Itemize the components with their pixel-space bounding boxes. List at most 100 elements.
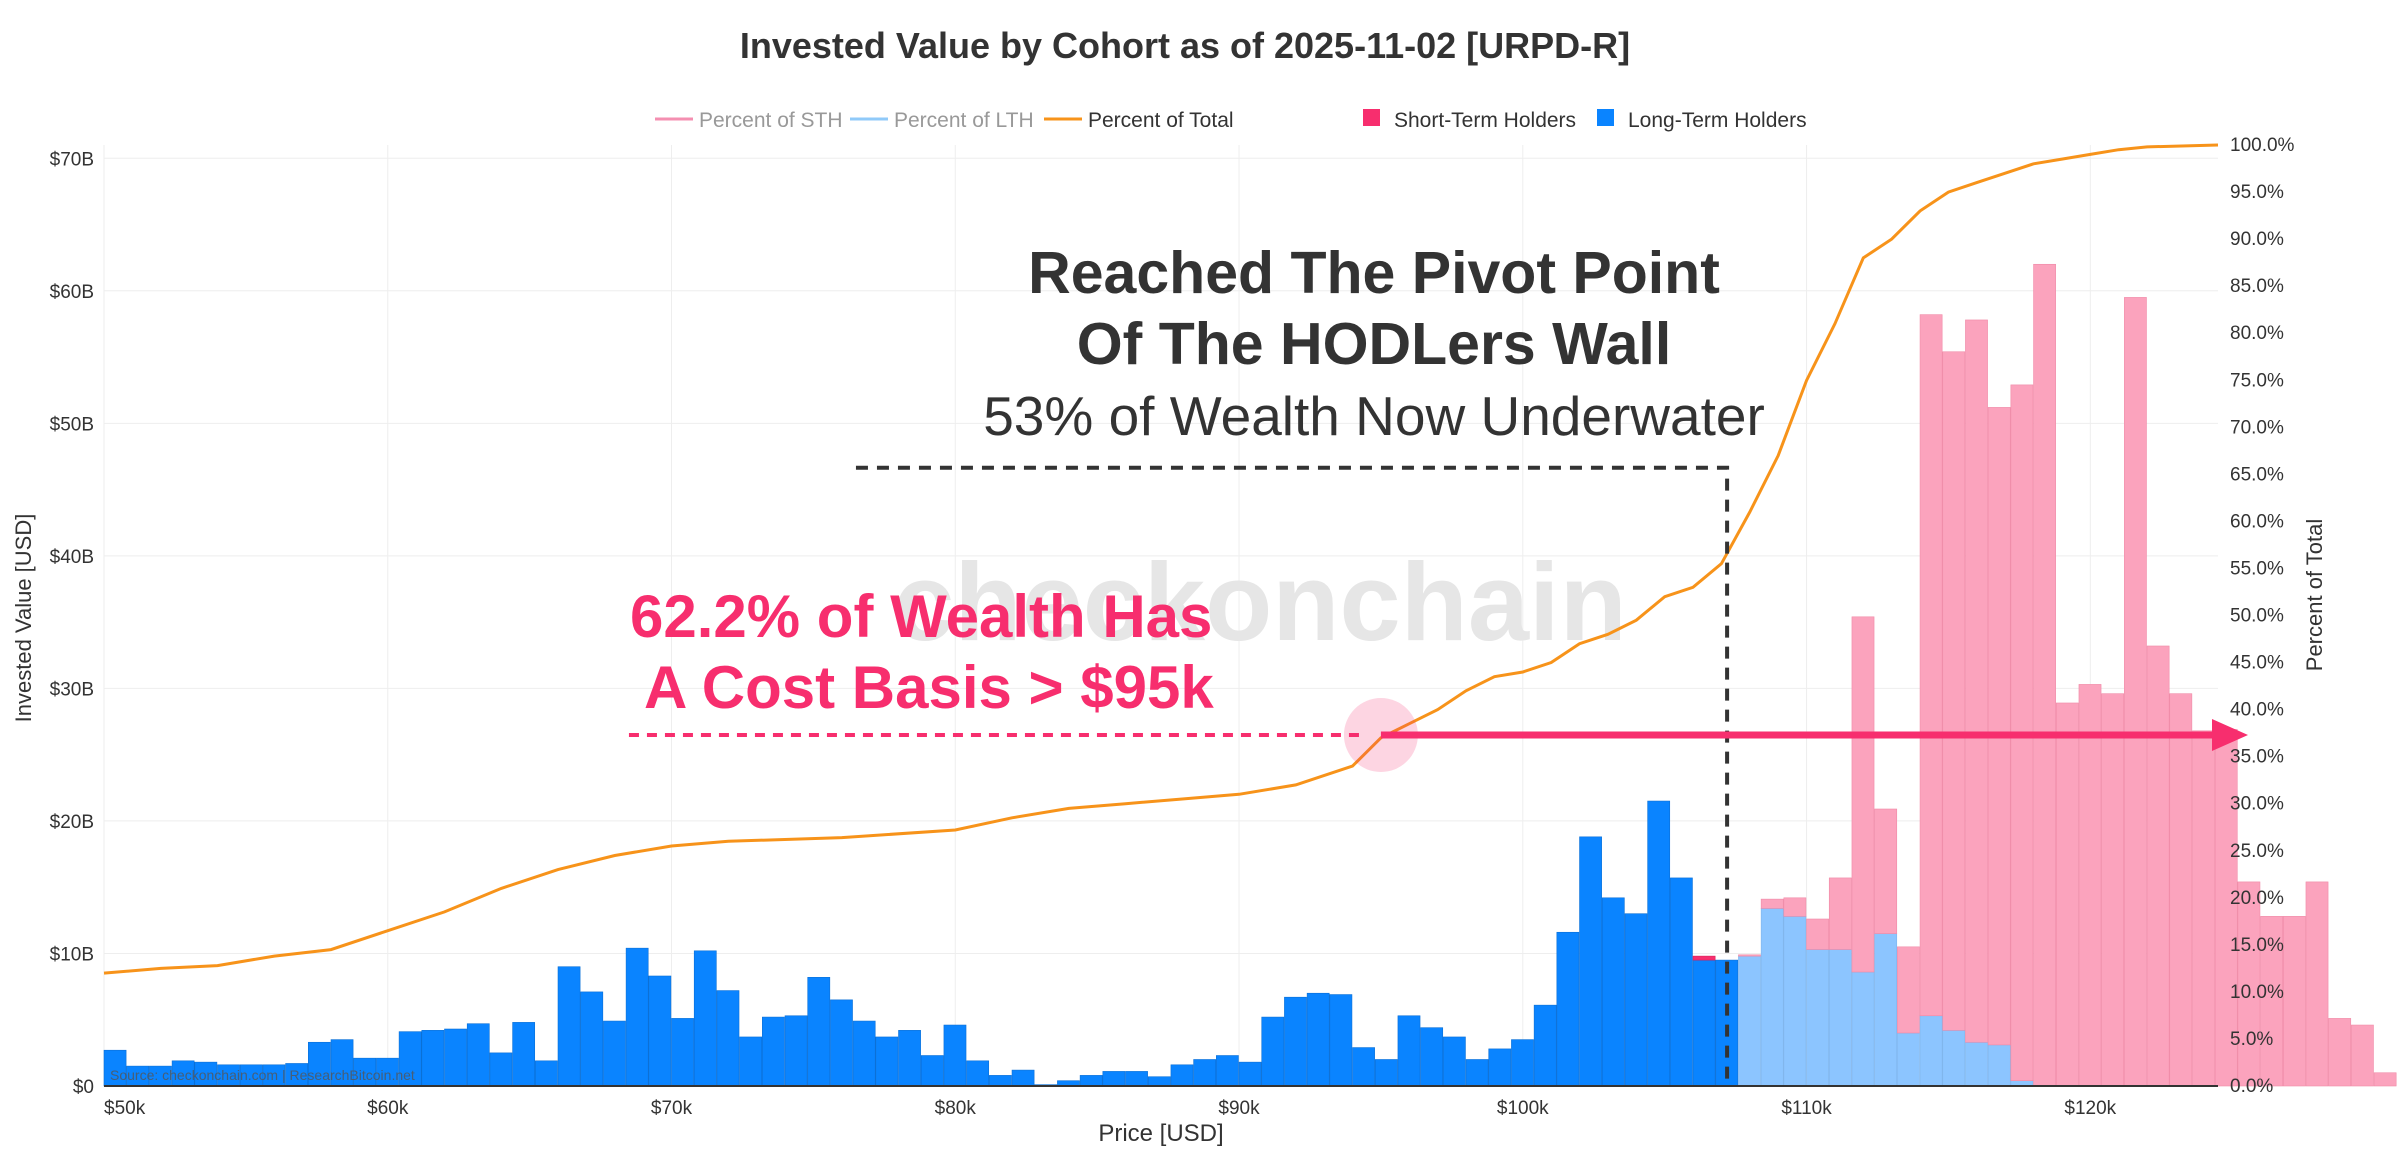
bar-sth[interactable] bbox=[1987, 407, 2011, 1046]
bar-lth[interactable] bbox=[784, 1015, 808, 1087]
bar-lth[interactable] bbox=[1193, 1059, 1217, 1087]
bar-sth[interactable] bbox=[2260, 916, 2283, 1087]
bar-lth[interactable] bbox=[1011, 1069, 1035, 1087]
bar-sth[interactable] bbox=[1738, 954, 1761, 957]
bar-lth[interactable] bbox=[943, 1024, 967, 1087]
bar-lth[interactable] bbox=[1670, 877, 1693, 1087]
bar-sth[interactable] bbox=[2282, 916, 2306, 1087]
bar-lth[interactable] bbox=[625, 947, 649, 1087]
bar-lth[interactable] bbox=[1374, 1059, 1398, 1087]
bar-sth[interactable] bbox=[1783, 897, 1807, 917]
bar-sth[interactable] bbox=[2237, 881, 2261, 1087]
bar-lth[interactable] bbox=[671, 1018, 694, 1087]
bar-sth[interactable] bbox=[2351, 1024, 2374, 1087]
bar-sth[interactable] bbox=[2305, 881, 2329, 1087]
bar-lth[interactable] bbox=[1443, 1036, 1466, 1087]
bar-lth[interactable] bbox=[535, 1060, 558, 1087]
bar-lth[interactable] bbox=[1692, 959, 1716, 1087]
bar-lth[interactable] bbox=[762, 1016, 785, 1087]
bar-sth[interactable] bbox=[2055, 702, 2079, 1087]
bar-sth[interactable] bbox=[2101, 693, 2125, 1087]
bar-sth[interactable] bbox=[2192, 730, 2215, 1087]
bar-lth[interactable] bbox=[648, 975, 672, 1087]
bar-sth[interactable] bbox=[1942, 351, 1966, 1031]
bar-lth[interactable] bbox=[1079, 1075, 1103, 1087]
bar-sth[interactable] bbox=[1806, 918, 1829, 950]
bar-lth[interactable] bbox=[1783, 916, 1807, 1087]
bar-sth[interactable] bbox=[1874, 808, 1898, 934]
bar-lth[interactable] bbox=[1147, 1076, 1171, 1087]
bar-lth[interactable] bbox=[852, 1020, 876, 1087]
bar-lth[interactable] bbox=[1828, 949, 1852, 1087]
bar-lth[interactable] bbox=[557, 966, 581, 1087]
bar-lth[interactable] bbox=[1533, 1004, 1557, 1087]
bar-lth[interactable] bbox=[830, 999, 853, 1087]
bar-lth[interactable] bbox=[489, 1052, 513, 1087]
bar-lth[interactable] bbox=[1760, 908, 1784, 1087]
bar-lth[interactable] bbox=[603, 1020, 626, 1087]
bar-lth[interactable] bbox=[1488, 1048, 1512, 1087]
bar-lth[interactable] bbox=[1511, 1039, 1534, 1087]
bar-lth[interactable] bbox=[1102, 1071, 1126, 1087]
bar-lth[interactable] bbox=[739, 1036, 763, 1087]
bar-sth[interactable] bbox=[1965, 319, 1988, 1043]
bar-lth[interactable] bbox=[1897, 1032, 1920, 1087]
bar-lth[interactable] bbox=[512, 1022, 536, 1087]
bar-lth[interactable] bbox=[580, 991, 604, 1087]
bar-lth[interactable] bbox=[444, 1028, 467, 1087]
bar-sth[interactable] bbox=[1760, 898, 1784, 909]
bar-lth[interactable] bbox=[1987, 1044, 2011, 1087]
bar-sth[interactable] bbox=[2033, 263, 2056, 1087]
bar-sth[interactable] bbox=[1851, 616, 1875, 973]
bar-lth[interactable] bbox=[1125, 1071, 1148, 1087]
bar-sth[interactable] bbox=[1828, 877, 1852, 950]
legend-lth-box[interactable] bbox=[1597, 109, 1614, 126]
bar-lth[interactable] bbox=[1420, 1027, 1444, 1087]
bar-lth[interactable] bbox=[1306, 992, 1330, 1087]
bar-lth[interactable] bbox=[1601, 897, 1625, 1087]
bar-lth[interactable] bbox=[1397, 1015, 1421, 1087]
bar-sth[interactable] bbox=[2373, 1072, 2397, 1087]
bar-sth[interactable] bbox=[2124, 297, 2147, 1087]
bar-lth[interactable] bbox=[1216, 1055, 1239, 1087]
bar-lth[interactable] bbox=[966, 1060, 990, 1087]
bar-lth[interactable] bbox=[1647, 800, 1671, 1087]
bar-lth[interactable] bbox=[466, 1023, 490, 1087]
legend-total-label[interactable]: Percent of Total bbox=[1088, 109, 1234, 132]
bar-lth[interactable] bbox=[1261, 1016, 1285, 1087]
bar-lth[interactable] bbox=[1874, 933, 1898, 1087]
bar-sth[interactable] bbox=[2169, 693, 2193, 1087]
bar-lth[interactable] bbox=[1851, 971, 1875, 1087]
legend-sth-label[interactable]: Percent of STH bbox=[699, 109, 843, 132]
bar-lth[interactable] bbox=[1806, 949, 1829, 1087]
bar-lth[interactable] bbox=[1965, 1041, 1988, 1087]
bar-lth[interactable] bbox=[807, 977, 831, 1087]
bar-lth[interactable] bbox=[1556, 931, 1580, 1087]
bar-lth[interactable] bbox=[1579, 836, 1602, 1087]
bar-lth[interactable] bbox=[693, 950, 717, 1087]
bar-lth[interactable] bbox=[716, 990, 740, 1087]
bar-lth[interactable] bbox=[875, 1036, 899, 1087]
legend-sth-box[interactable] bbox=[1363, 109, 1380, 126]
bar-sth[interactable] bbox=[2146, 645, 2170, 1087]
bar-lth[interactable] bbox=[898, 1030, 921, 1087]
legend-lth-box-label[interactable]: Long-Term Holders bbox=[1628, 109, 1807, 132]
bar-lth[interactable] bbox=[1352, 1047, 1375, 1087]
bar-lth[interactable] bbox=[1284, 996, 1307, 1087]
bar-lth[interactable] bbox=[1624, 913, 1648, 1087]
bar-lth[interactable] bbox=[920, 1055, 944, 1087]
bar-sth[interactable] bbox=[2078, 684, 2102, 1087]
bar-lth[interactable] bbox=[1738, 955, 1761, 1087]
bar-sth[interactable] bbox=[1692, 955, 1716, 961]
bar-sth[interactable] bbox=[1897, 946, 1920, 1034]
bar-lth[interactable] bbox=[1465, 1059, 1489, 1087]
bar-sth[interactable] bbox=[2328, 1018, 2352, 1087]
bar-lth[interactable] bbox=[421, 1030, 445, 1087]
bar-sth[interactable] bbox=[1919, 314, 1943, 1017]
legend-sth-box-label[interactable]: Short-Term Holders bbox=[1394, 109, 1576, 132]
bar-lth[interactable] bbox=[1238, 1061, 1262, 1087]
legend-lth-label[interactable]: Percent of LTH bbox=[894, 109, 1034, 132]
bar-lth[interactable] bbox=[989, 1075, 1012, 1087]
bar-lth[interactable] bbox=[1329, 994, 1353, 1087]
bar-lth[interactable] bbox=[1170, 1064, 1194, 1087]
